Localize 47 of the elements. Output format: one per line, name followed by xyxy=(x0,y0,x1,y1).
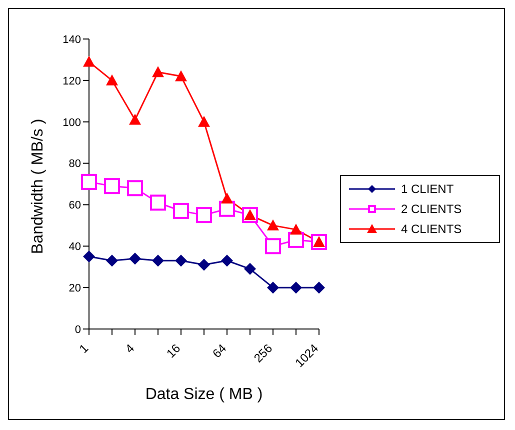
point xyxy=(81,174,97,190)
point xyxy=(219,200,235,217)
y-axis-title: Bandwidth ( MB/s ) xyxy=(30,118,47,254)
point xyxy=(150,194,166,211)
point xyxy=(290,282,302,294)
legend-label: 4 CLIENTS xyxy=(401,222,462,236)
legend-label: 2 CLIENTS xyxy=(401,202,462,216)
x-tick-label: 4 xyxy=(122,341,138,356)
point xyxy=(267,282,279,294)
point xyxy=(104,178,120,194)
point xyxy=(175,254,187,267)
point xyxy=(221,254,233,267)
point xyxy=(129,252,141,265)
x-tick-label: 64 xyxy=(210,341,230,361)
x-tick-label: 256 xyxy=(251,341,276,366)
point xyxy=(290,224,302,235)
y-tick-label: 0 xyxy=(74,324,81,336)
point xyxy=(106,74,118,86)
y-tick-label: 140 xyxy=(62,34,81,46)
y-tick-label: 100 xyxy=(62,116,81,129)
y-tick-label: 80 xyxy=(68,158,81,170)
point xyxy=(198,116,210,127)
point xyxy=(106,254,118,267)
x-tick-label: 16 xyxy=(164,341,184,361)
point xyxy=(175,70,187,82)
y-tick-label: 60 xyxy=(68,200,81,212)
point xyxy=(129,114,141,125)
point xyxy=(221,192,233,204)
point xyxy=(196,207,212,224)
y-tick-label: 120 xyxy=(62,75,81,88)
point xyxy=(244,262,256,275)
x-axis-title: Data Size ( MB ) xyxy=(145,386,263,403)
point xyxy=(127,180,143,196)
legend-label: 1 CLIENT xyxy=(401,182,454,196)
point xyxy=(267,219,279,230)
point xyxy=(288,232,304,248)
y-tick-label: 20 xyxy=(68,282,81,294)
point xyxy=(198,258,210,271)
point xyxy=(83,250,95,262)
point xyxy=(83,56,95,67)
point xyxy=(152,66,164,78)
point xyxy=(152,254,164,267)
point xyxy=(265,238,281,254)
point xyxy=(313,282,325,294)
x-tick-label: 1 xyxy=(76,341,92,356)
point xyxy=(173,202,189,219)
y-tick-label: 40 xyxy=(68,241,81,254)
